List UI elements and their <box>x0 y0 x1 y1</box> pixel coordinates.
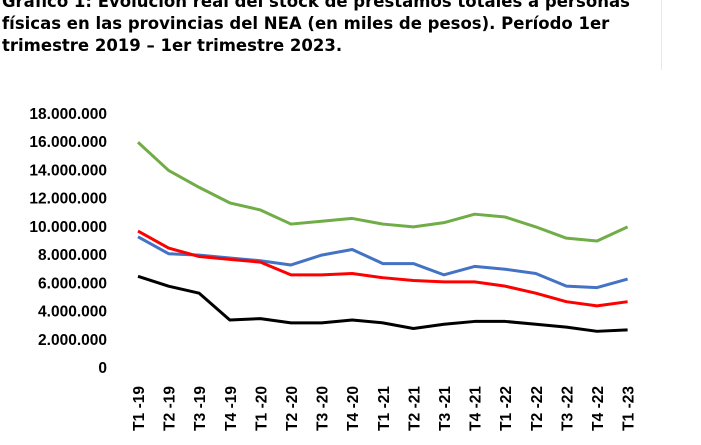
y-tick-label: 8.000.000 <box>38 247 107 264</box>
series-line-blue-series <box>137 235 628 290</box>
x-tick-label: T2 -20 <box>284 386 301 431</box>
x-tick-label: T2 -19 <box>162 386 179 431</box>
x-tick-label: T3 -19 <box>192 386 209 431</box>
series-line-green-series <box>136 141 629 243</box>
x-tick-label: T1 -22 <box>498 386 515 431</box>
divider <box>661 0 662 70</box>
x-tick-label: T3 -21 <box>437 386 454 431</box>
y-tick-label: 18.000.000 <box>29 106 107 123</box>
y-tick-label: 4.000.000 <box>38 304 107 321</box>
chart-title: Gráfico 1: Evolución real del stock de p… <box>2 0 630 55</box>
y-tick-label: 14.000.000 <box>29 162 107 179</box>
x-tick-label: T1 -20 <box>253 386 270 431</box>
x-tick-label: T3 -22 <box>559 386 576 431</box>
y-tick-label: 12.000.000 <box>29 191 107 208</box>
x-tick-label: T4 -21 <box>468 386 485 431</box>
x-tick-label: T2 -21 <box>406 386 423 431</box>
x-tick-label: T2 -22 <box>529 386 546 431</box>
x-tick-label: T1 -19 <box>131 386 148 431</box>
y-tick-label: 2.000.000 <box>38 332 107 349</box>
x-tick-label: T4 -20 <box>345 386 362 431</box>
x-tick-label: T4 -19 <box>223 386 240 431</box>
series-line-black-series <box>137 274 628 333</box>
x-tick-label: T1 -23 <box>621 386 638 431</box>
y-tick-label: 16.000.000 <box>29 134 107 151</box>
series-line-red-series <box>137 229 628 308</box>
x-tick-label: T1 -21 <box>376 386 393 431</box>
x-tick-label: T4 -22 <box>590 386 607 431</box>
y-tick-label: 6.000.000 <box>38 275 107 292</box>
y-tick-label: 10.000.000 <box>29 219 107 236</box>
x-tick-label: T3 -20 <box>315 386 332 431</box>
y-tick-label: 0 <box>98 360 107 377</box>
